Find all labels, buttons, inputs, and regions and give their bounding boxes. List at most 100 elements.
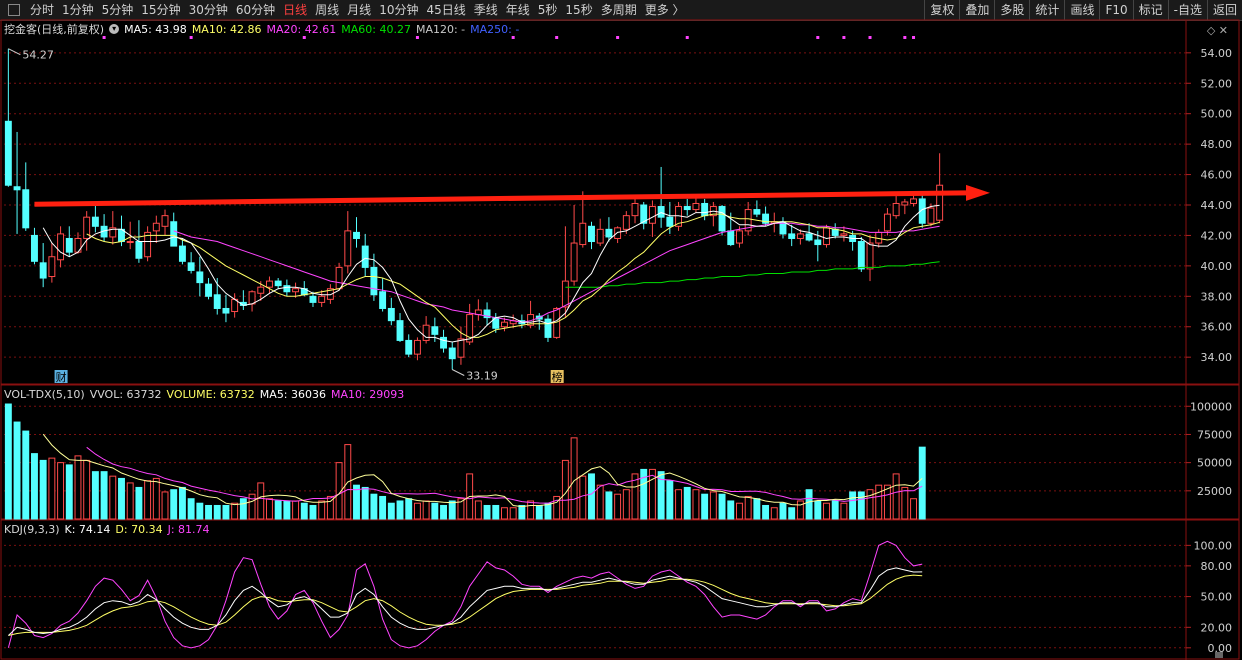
volume-bar-84 [736, 502, 743, 520]
volume-bar-57 [501, 507, 508, 520]
volume-bar-41 [361, 486, 369, 520]
volume-bar-49 [431, 502, 439, 520]
volume-bar-81 [709, 491, 717, 520]
trend-arrow-head [966, 184, 990, 201]
volume-bar-63 [553, 495, 561, 520]
price-tick-label-0: 34.00 [1201, 351, 1233, 364]
tab-period-6[interactable]: 日线 [283, 3, 308, 17]
kdj-tick-label-2: 50.00 [1201, 591, 1233, 604]
tab-period-11[interactable]: 季线 [473, 3, 498, 17]
toolbar-button-6[interactable]: 标记 [1132, 0, 1168, 20]
cai-badge: 财 [56, 370, 67, 384]
corner-icons: ◇ ✕ [1207, 24, 1228, 37]
legend-ma60: MA60: 40.27 [341, 22, 411, 36]
toolbar-button-1[interactable]: 叠加 [959, 0, 994, 20]
close-icon[interactable]: ✕ [1218, 24, 1228, 37]
tab-period-10[interactable]: 45日线 [426, 3, 466, 17]
candle-body-78 [683, 206, 691, 211]
vol-tick-label-3: 100000 [1190, 400, 1232, 413]
candle-body-14 [126, 241, 134, 244]
volume-bar-16 [144, 480, 152, 520]
signal-dot-6 [616, 36, 620, 39]
toolbar-button-4[interactable]: 画线 [1064, 0, 1099, 20]
tab-period-7[interactable]: 周线 [315, 3, 340, 17]
candle-body-52 [457, 338, 465, 358]
toolbar-button-8[interactable]: 返回 [1206, 0, 1242, 20]
candle-body-2 [22, 189, 30, 229]
kdj-tick-label-4: 100.00 [1194, 539, 1233, 552]
toolbar-button-7[interactable]: -自选 [1167, 0, 1207, 20]
legend-ma250: MA250: - [470, 22, 520, 36]
tab-period-12[interactable]: 年线 [505, 3, 530, 17]
volume-bar-59 [518, 504, 526, 520]
legend-d: D: 70.34 [115, 522, 163, 536]
tab-period-9[interactable]: 10分钟 [379, 3, 419, 17]
candle-body-105 [918, 198, 926, 224]
candle-body-67 [588, 225, 595, 243]
price-tick-label-8: 50.00 [1201, 108, 1233, 121]
toolbar-button-2[interactable]: 多股 [994, 0, 1029, 20]
tab-period-16[interactable]: 更多 〉 [644, 3, 685, 17]
tab-period-1[interactable]: 1分钟 [62, 3, 94, 17]
candle-body-104 [910, 198, 917, 204]
vol-tick-label-0: 25000 [1197, 485, 1232, 498]
volume-bar-14 [126, 482, 134, 520]
volume-bar-60 [527, 500, 535, 520]
toolbar-button-0[interactable]: 复权 [924, 0, 959, 20]
volume-bar-10 [91, 471, 99, 520]
tab-period-13[interactable]: 5秒 [537, 3, 558, 17]
candle-body-93 [814, 239, 822, 246]
diamond-icon[interactable]: ◇ [1206, 24, 1216, 37]
volume-bar-2 [22, 430, 30, 520]
tab-period-8[interactable]: 月线 [347, 3, 372, 17]
toolbar-button-3[interactable]: 统计 [1029, 0, 1064, 20]
tab-period-2[interactable]: 5分钟 [101, 3, 134, 17]
volume-bar-89 [779, 502, 787, 520]
volume-bar-93 [814, 500, 822, 520]
tab-period-3[interactable]: 15分钟 [141, 3, 181, 17]
tab-period-15[interactable]: 多周期 [600, 3, 637, 17]
tab-period-4[interactable]: 30分钟 [188, 3, 228, 17]
kdj-tick-label-0: 0.00 [1208, 642, 1233, 655]
volume-bar-98 [857, 491, 865, 520]
kdj-k-line [8, 567, 923, 636]
volume-bar-13 [118, 477, 125, 520]
candle-body-62 [544, 318, 552, 338]
volume-bar-42 [370, 493, 378, 520]
candle-body-6 [57, 233, 65, 261]
volume-bar-62 [544, 502, 552, 520]
tab-period-5[interactable]: 60分钟 [235, 3, 276, 17]
kdj-tick-label-1: 20.00 [1201, 621, 1233, 634]
signal-dot-12 [912, 36, 916, 39]
candle-body-102 [892, 202, 900, 217]
tab-period-0[interactable]: 分时 [30, 3, 55, 17]
vol-tick-label-1: 50000 [1197, 457, 1232, 470]
toolbar: 分时 1分钟 5分钟 15分钟 30分钟 60分钟 日线 周线 月线 10分钟 45日线 季线 年线 5秒… [0, 0, 1242, 21]
volume-bar-103 [901, 486, 909, 520]
candle-body-1 [13, 186, 21, 191]
chevron-down-icon[interactable]: ▾ [109, 24, 120, 34]
volume-bar-4 [39, 459, 47, 520]
volume-bar-40 [353, 484, 360, 520]
legend-vvol: VVOL: 63732 [89, 387, 162, 401]
high-pointer [8, 48, 21, 56]
volume-bar-23 [205, 504, 212, 520]
candle-body-69 [605, 228, 613, 238]
volume-bar-31 [274, 500, 282, 520]
volume-bar-97 [849, 491, 857, 520]
candle-body-16 [144, 231, 152, 258]
candle-body-87 [762, 213, 770, 224]
bang-badge-bg [550, 370, 564, 383]
grid-icon[interactable] [8, 4, 20, 16]
candle-body-96 [840, 233, 848, 236]
candle-body-20 [178, 245, 186, 262]
candle-body-92 [805, 233, 813, 241]
candle-body-94 [823, 227, 830, 246]
volume-bar-44 [387, 502, 395, 520]
tab-period-14[interactable]: 15秒 [565, 3, 593, 17]
volume-bar-27 [239, 498, 247, 520]
volume-bar-87 [762, 504, 770, 520]
candle-body-66 [579, 222, 587, 246]
toolbar-button-5[interactable]: F10 [1099, 0, 1132, 20]
